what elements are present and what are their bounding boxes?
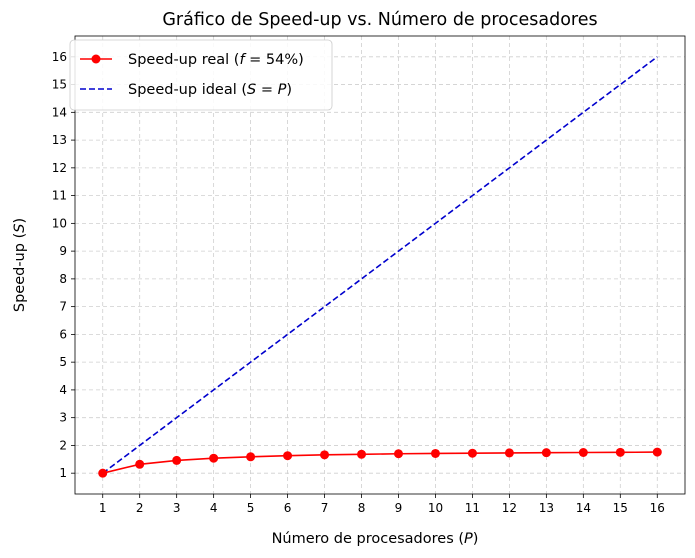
legend-label-ideal: Speed-up ideal (S = P) [128, 82, 292, 98]
y-tick-label: 14 [52, 105, 67, 119]
data-point-real [320, 450, 330, 460]
data-point-real [578, 448, 588, 458]
y-tick-label: 4 [59, 383, 67, 397]
y-axis-label: Speed-up (S) [12, 218, 28, 312]
legend-real-marker [91, 54, 101, 64]
y-tick-label: 10 [52, 216, 67, 230]
data-point-real [209, 453, 219, 463]
x-tick-label: 6 [284, 501, 292, 515]
data-point-real [652, 447, 662, 457]
x-tick-label: 13 [539, 501, 554, 515]
x-axis-ticks: 1 2 3 4 5 6 7 8 9 10 11 12 13 14 15 16 [99, 494, 665, 515]
x-tick-label: 3 [173, 501, 181, 515]
x-tick-label: 15 [613, 501, 628, 515]
data-point-real [504, 448, 514, 458]
x-tick-label: 8 [358, 501, 366, 515]
y-tick-label: 3 [59, 411, 67, 425]
x-tick-label: 11 [465, 501, 480, 515]
data-point-real [98, 468, 108, 478]
x-tick-label: 9 [395, 501, 403, 515]
y-tick-label: 5 [59, 355, 67, 369]
x-tick-label: 12 [502, 501, 517, 515]
legend-box [69, 39, 333, 111]
y-tick-label: 1 [59, 466, 67, 480]
grid [75, 36, 685, 494]
x-tick-label: 2 [136, 501, 144, 515]
y-tick-label: 11 [52, 189, 67, 203]
legend: Speed-up real (f = 54%) Speed-up ideal (… [69, 39, 333, 111]
y-tick-label: 8 [59, 272, 67, 286]
series-line-real [102, 451, 658, 474]
y-tick-label: 2 [59, 438, 67, 452]
y-tick-label: 6 [59, 327, 67, 341]
data-point-real [430, 448, 440, 458]
x-tick-label: 7 [321, 501, 329, 515]
data-point-real [283, 451, 293, 461]
x-tick-label: 10 [428, 501, 443, 515]
y-tick-label: 16 [52, 50, 67, 64]
x-tick-label: 5 [247, 501, 255, 515]
data-point-real [135, 459, 145, 469]
x-tick-label: 4 [210, 501, 218, 515]
y-tick-label: 13 [52, 133, 67, 147]
x-tick-label: 1 [99, 501, 107, 515]
data-point-real [172, 455, 182, 465]
data-point-real [467, 448, 477, 458]
legend-label-real: Speed-up real (f = 54%) [128, 52, 304, 68]
chart-title: Gráfico de Speed-up vs. Número de proces… [162, 10, 597, 30]
plot-frame [74, 35, 686, 495]
data-point-real [393, 449, 403, 459]
y-tick-label: 9 [59, 244, 67, 258]
data-point-real [357, 449, 367, 459]
plot-series [98, 56, 662, 478]
series-line-ideal [102, 56, 658, 474]
y-tick-label: 7 [59, 300, 67, 314]
data-point-real [246, 452, 256, 462]
data-point-real [541, 448, 551, 458]
x-axis-label: Número de procesadores (P) [272, 531, 479, 547]
x-tick-label: 14 [576, 501, 591, 515]
data-point-real [615, 447, 625, 457]
y-tick-label: 12 [52, 161, 67, 175]
x-tick-label: 16 [650, 501, 665, 515]
y-tick-label: 15 [52, 78, 67, 92]
